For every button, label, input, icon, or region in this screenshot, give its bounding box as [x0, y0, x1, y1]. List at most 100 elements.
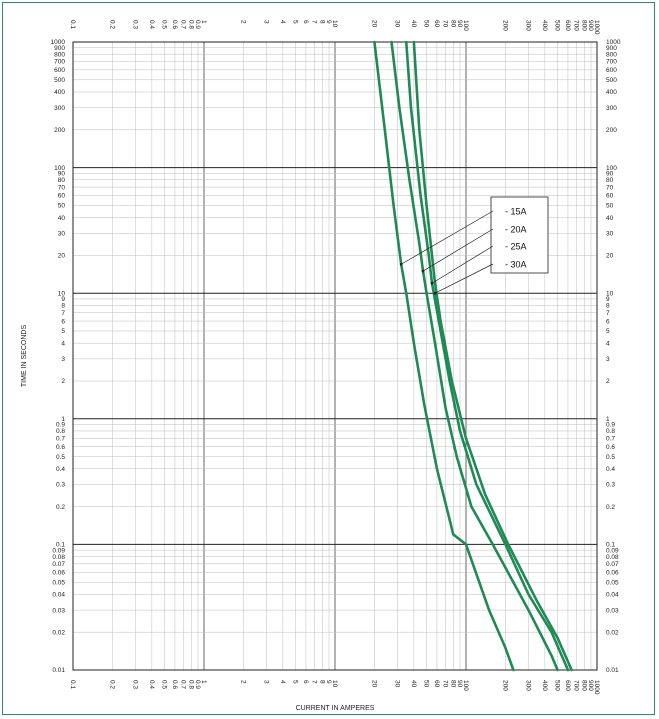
leader-dot-20A: [421, 269, 425, 273]
x-tick-label-top: 20: [370, 20, 377, 28]
x-tick-label-top: 7: [311, 20, 318, 24]
y-tick-label-right: 9: [606, 296, 610, 303]
y-tick-label: 0.09: [52, 547, 65, 554]
y-tick-label-right: 0.4: [606, 466, 615, 473]
x-tick-label-top: 400: [541, 20, 548, 31]
y-tick-label-right: 80: [606, 177, 614, 184]
x-tick-label: 900: [587, 680, 594, 691]
y-tick-label-right: 90: [606, 171, 614, 178]
x-tick-label-top: 300: [525, 20, 532, 31]
y-tick-label: 2: [61, 378, 65, 385]
x-tick-label: 500: [554, 680, 561, 691]
x-tick-label: 9: [325, 680, 332, 684]
y-tick-label: 20: [58, 253, 66, 260]
x-tick-label-top: 1000: [593, 20, 600, 35]
y-tick-label-right: 0.06: [606, 569, 619, 576]
x-tick-label: 20: [370, 680, 377, 688]
y-tick-label-right: 0.3: [606, 482, 615, 489]
y-tick-label-right: 0.02: [606, 629, 619, 636]
x-tick-label-top: 70: [442, 20, 449, 28]
y-tick-label-right: 0.7: [606, 435, 615, 442]
y-tick-label-right: 600: [606, 67, 617, 74]
y-tick-label-right: 10: [606, 290, 614, 297]
x-tick-label: 70: [442, 680, 449, 688]
y-tick-label: 4: [61, 340, 65, 347]
y-tick-label-right: 0.08: [606, 554, 619, 561]
x-tick-label-top: 5: [292, 20, 299, 24]
y-tick-label: 0.1: [56, 542, 65, 549]
y-tick-label-right: 900: [606, 45, 617, 52]
x-tick-label: 60: [433, 680, 440, 688]
x-tick-label: 50: [423, 680, 430, 688]
y-tick-label-right: 60: [606, 193, 614, 200]
x-tick-label-top: 10: [331, 20, 338, 28]
y-tick-label-right: 500: [606, 77, 617, 84]
legend-label-20A: - 20A: [505, 225, 527, 235]
x-tick-label-top: 600: [564, 20, 571, 31]
y-tick-label: 0.7: [56, 435, 65, 442]
x-tick-label-top: 80: [449, 20, 456, 28]
y-tick-label: 0.01: [52, 667, 65, 674]
x-tick-label: 600: [564, 680, 571, 691]
series-line-25A: [404, 40, 570, 672]
y-tick-label-right: 50: [606, 203, 614, 210]
series-line-20A: [390, 40, 559, 672]
x-tick-label: 0.4: [148, 680, 155, 689]
x-tick-label: 0.7: [180, 680, 187, 689]
y-tick-label: 0.5: [56, 454, 65, 461]
y-tick-label: 500: [54, 77, 65, 84]
leader-dot-30A: [433, 291, 437, 295]
x-tick-label: 30: [394, 680, 401, 688]
y-tick-label-right: 20: [606, 253, 614, 260]
y-tick-label-right: 0.9: [606, 422, 615, 429]
y-tick-label: 10: [58, 290, 66, 297]
x-tick-label: 10: [331, 680, 338, 688]
y-tick-label: 700: [54, 59, 65, 66]
x-tick-label: 300: [525, 680, 532, 691]
x-tick-label-top: 3: [263, 20, 270, 24]
leader-line-30A: [434, 263, 494, 294]
x-tick-label: 3: [263, 680, 270, 684]
y-tick-label: 80: [58, 177, 66, 184]
y-tick-label-right: 300: [606, 105, 617, 112]
y-tick-label-right: 4: [606, 340, 610, 347]
x-tick-label: 800: [580, 680, 587, 691]
x-tick-label: 6: [302, 680, 309, 684]
x-tick-label: 700: [573, 680, 580, 691]
x-tick-label-top: 0.4: [148, 20, 155, 29]
y-tick-label: 70: [58, 184, 66, 191]
y-tick-label-right: 800: [606, 51, 617, 58]
y-tick-label: 6: [61, 318, 65, 325]
x-tick-label: 4: [279, 680, 286, 684]
tick-labels: 0.10.10.20.20.30.30.40.40.50.50.60.60.70…: [51, 20, 621, 695]
x-tick-label: 0.8: [187, 680, 194, 689]
leader-line-25A: [431, 245, 494, 284]
x-tick-label: 0.5: [161, 680, 168, 689]
x-tick-label: 0.9: [194, 680, 201, 689]
y-axis-label: TIME IN SECONDS: [21, 325, 28, 388]
y-tick-label-right: 1000: [606, 39, 621, 46]
y-tick-label-right: 400: [606, 89, 617, 96]
y-tick-label: 300: [54, 105, 65, 112]
y-tick-label: 0.4: [56, 466, 65, 473]
x-tick-label: 90: [456, 680, 463, 688]
x-tick-label: 0.6: [171, 680, 178, 689]
y-tick-label-right: 0.09: [606, 547, 619, 554]
x-tick-label-top: 30: [394, 20, 401, 28]
y-tick-label-right: 100: [606, 165, 617, 172]
x-tick-label: 8: [318, 680, 325, 684]
series-line-15A: [373, 40, 515, 672]
legend-label-30A: - 30A: [505, 260, 527, 270]
x-tick-label-top: 0.2: [108, 20, 115, 29]
x-tick-label: 5: [292, 680, 299, 684]
x-tick-label: 40: [410, 680, 417, 688]
y-tick-label: 5: [61, 328, 65, 335]
y-tick-label: 1: [61, 416, 65, 423]
y-tick-label: 0.8: [56, 428, 65, 435]
y-tick-label-right: 0.01: [606, 667, 619, 674]
x-tick-label: 1: [200, 680, 207, 684]
y-tick-label-right: 0.07: [606, 561, 619, 568]
curves: [373, 40, 573, 672]
y-tick-label: 0.04: [52, 592, 65, 599]
